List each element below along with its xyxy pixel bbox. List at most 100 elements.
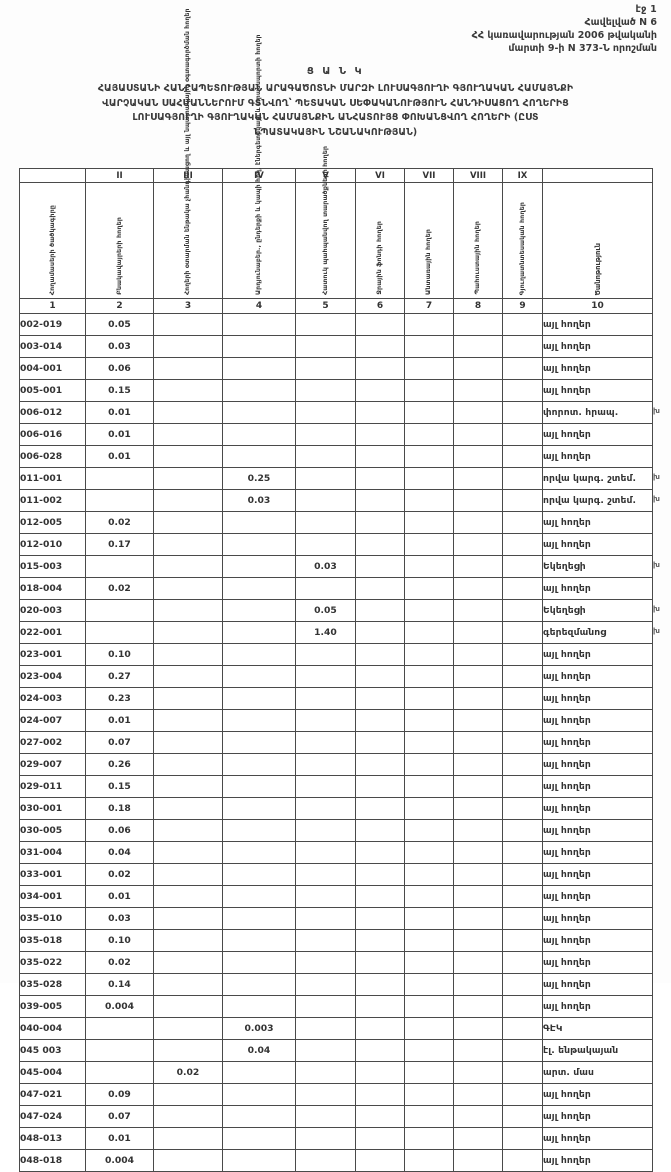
header-cell-forest: Անտառային հողեր: [404, 182, 454, 299]
cell-c7: [404, 1149, 454, 1172]
cell-parcel-code: 006-012: [19, 401, 86, 424]
cell-c9: [502, 1083, 543, 1106]
cell-c5: [295, 643, 356, 666]
cell-c8: [453, 511, 503, 534]
cell-c8: [453, 357, 503, 380]
cell-c4: [222, 1127, 296, 1150]
cell-c4: [222, 1083, 296, 1106]
cell-c3: [153, 819, 223, 842]
cell-parcel-code: 034-001: [19, 885, 86, 908]
cell-c6: [355, 335, 405, 358]
cell-c4: [222, 995, 296, 1018]
cell-parcel-code: 035-010: [19, 907, 86, 930]
cell-c8: [453, 379, 503, 402]
cell-c5: [295, 797, 356, 820]
cell-c5: [295, 577, 356, 600]
cell-c2: 0.004: [85, 1149, 154, 1172]
header-cell-reserve: Պահուստային հողեր: [453, 182, 503, 299]
cell-c2: 0.10: [85, 643, 154, 666]
cell-c7: [404, 1017, 454, 1040]
header-label-reserve: Պահուստային հողեր: [473, 221, 482, 295]
cell-note: որվա կարգ. շտեմ.: [542, 489, 653, 512]
cell-c6: [355, 445, 405, 468]
table-row: 039-005 0.004 այլ հողեր: [19, 995, 653, 1018]
cell-c3: [153, 401, 223, 424]
cell-c2: [85, 467, 154, 490]
cell-c2: 0.05: [85, 313, 154, 336]
cell-c2: [85, 555, 154, 578]
cell-c9: [502, 445, 543, 468]
cell-c2: 0.004: [85, 995, 154, 1018]
cell-parcel-code: 030-001: [19, 797, 86, 820]
header-label-settlement: Բնակավայրերի հողեր: [114, 217, 123, 295]
cell-c5: [295, 313, 356, 336]
colnum-10: 10: [542, 298, 653, 314]
cell-c7: [404, 775, 454, 798]
cell-c4: [222, 687, 296, 710]
cell-c6: [355, 863, 405, 886]
cell-c9: [502, 1127, 543, 1150]
reference-line-1: Հավելված N 6: [584, 17, 658, 28]
cell-c4: [222, 357, 296, 380]
cell-c3: [153, 555, 223, 578]
cell-c8: [453, 489, 503, 512]
cell-c4: [222, 555, 296, 578]
title-line-2: ՎԱՐՉԱԿԱՆ ՍԱՀՄԱՆՆԵՐՈՒՄ ԳՏՆՎՈՂ՝ ՊԵՏԱԿԱՆ ՍԵ…: [102, 97, 569, 109]
cell-note: այլ հողեր: [542, 885, 653, 908]
cell-c8: [453, 643, 503, 666]
cell-c4: [222, 1149, 296, 1172]
cell-c4: [222, 621, 296, 644]
cell-parcel-code: 040-004: [19, 1017, 86, 1040]
cell-c8: [453, 1105, 503, 1128]
cell-c2: 0.01: [85, 709, 154, 732]
cell-c9: [502, 555, 543, 578]
cell-c5: [295, 775, 356, 798]
cell-c3: [153, 951, 223, 974]
cell-c6: [355, 995, 405, 1018]
cell-c8: [453, 1039, 503, 1062]
column-header-row: Հողամասերի ծածկագիրը Բնակավայրերի հողեր …: [19, 8, 653, 299]
cell-c8: [453, 929, 503, 952]
cell-note: այլ հողեր: [542, 841, 653, 864]
cell-c5: [295, 841, 356, 864]
table-row: 012-010 0.17 այլ հողեր: [19, 533, 653, 556]
cell-c8: [453, 423, 503, 446]
cell-c8: [453, 687, 503, 710]
cell-parcel-code: 045-004: [19, 1061, 86, 1084]
table-row: 012-005 0.02 այլ հողեր: [19, 511, 653, 534]
cell-c2: 0.18: [85, 797, 154, 820]
cell-parcel-code: 011-002: [19, 489, 86, 512]
cell-note: այլ հողեր: [542, 775, 653, 798]
cell-c3: [153, 489, 223, 512]
cell-c6: [355, 555, 405, 578]
cell-c9: [502, 379, 543, 402]
cell-c9: [502, 819, 543, 842]
roman-col-6: VI: [355, 168, 405, 183]
header-label-industry: Արդյունաբեր., ընդերքի և կապի հող, էներգե…: [255, 34, 263, 295]
cell-c8: [453, 555, 503, 578]
cell-c7: [404, 313, 454, 336]
cell-c8: [453, 863, 503, 886]
cell-c9: [502, 995, 543, 1018]
cell-c9: [502, 467, 543, 490]
cell-c5: [295, 1127, 356, 1150]
cell-c2: [85, 1017, 154, 1040]
page-number: էջ 1: [635, 4, 657, 15]
cell-c9: [502, 1105, 543, 1128]
table-row: 003-014 0.03 այլ հողեր: [19, 335, 653, 358]
cell-c3: [153, 577, 223, 600]
document-title-block: Ց Ա Ն Կ ՀԱՅԱՍՏԱՆԻ ՀԱՆՐԱՊԵՏՈՒԹՅԱՆ ԱՐԱԳԱԾՈ…: [0, 66, 671, 140]
table-row: 018-004 0.02 այլ հողեր: [19, 577, 653, 600]
cell-c2: [85, 599, 154, 622]
cell-parcel-code: 004-001: [19, 357, 86, 380]
cell-parcel-code: 048-013: [19, 1127, 86, 1150]
cell-c7: [404, 423, 454, 446]
cell-c2: 0.15: [85, 379, 154, 402]
cell-c8: [453, 665, 503, 688]
cell-c8: [453, 973, 503, 996]
header-label-note: Ծանոթություն: [593, 242, 602, 295]
cell-c3: [153, 643, 223, 666]
table-row: 033-001 0.02 այլ հողեր: [19, 863, 653, 886]
cell-c8: [453, 753, 503, 776]
cell-note: այլ հողեր: [542, 753, 653, 776]
